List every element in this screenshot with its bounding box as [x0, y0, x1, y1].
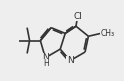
Text: N: N — [42, 53, 49, 62]
Text: H: H — [43, 59, 49, 68]
Text: Cl: Cl — [73, 12, 82, 21]
Text: N: N — [67, 56, 74, 65]
Text: CH₃: CH₃ — [101, 29, 115, 38]
